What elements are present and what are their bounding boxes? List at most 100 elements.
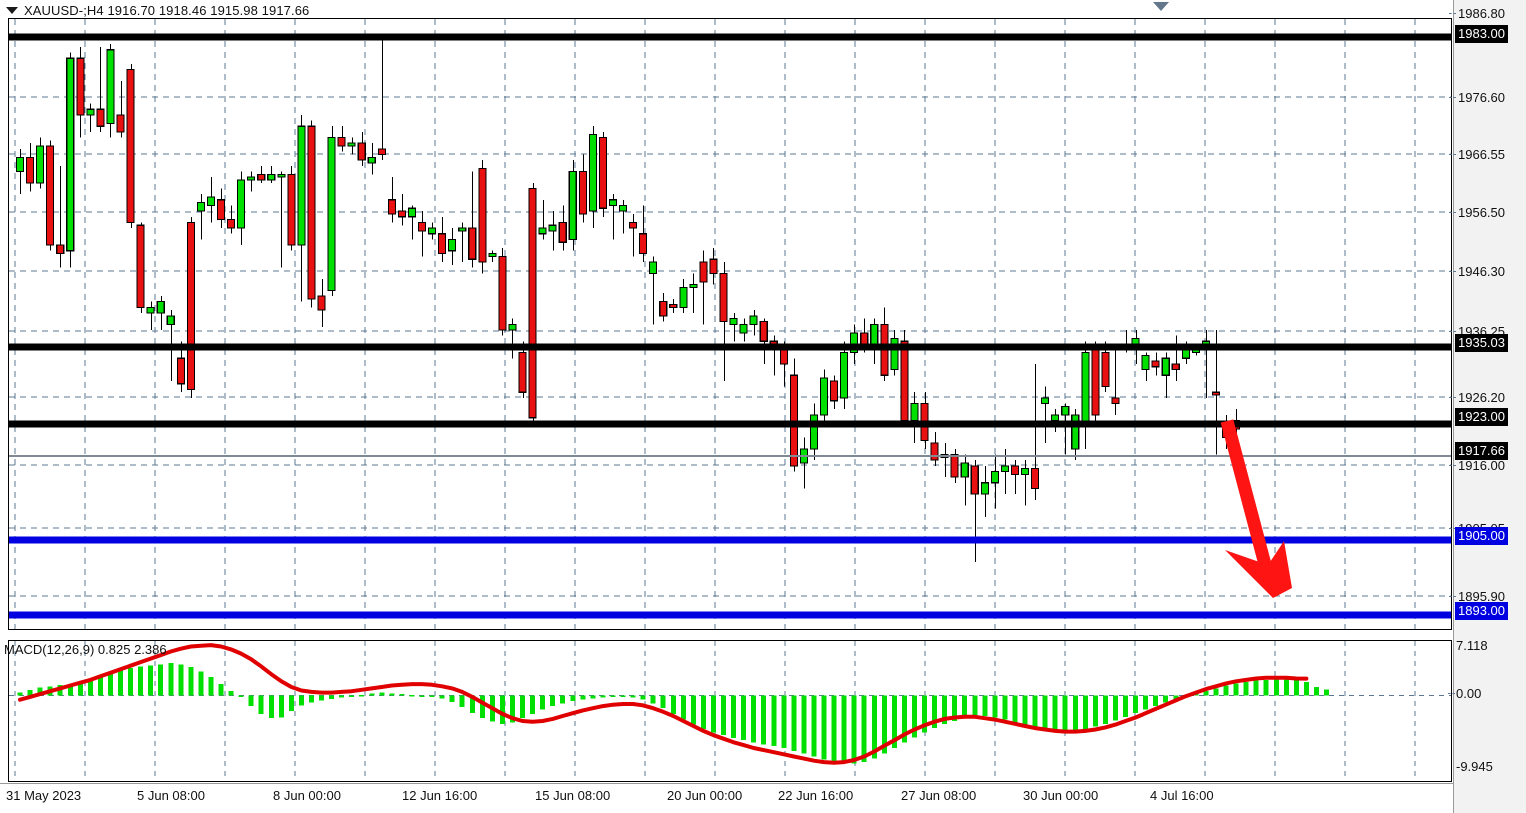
candlestick [1151, 360, 1160, 368]
candlestick [1211, 391, 1221, 396]
price-level-badge[interactable]: 1905.00 [1455, 527, 1508, 545]
macd-histogram-bar [831, 695, 837, 762]
candlestick [1051, 414, 1060, 422]
candlestick [206, 196, 216, 206]
candlestick [840, 352, 849, 399]
candlestick [327, 136, 336, 291]
price-axis-tick: 1956.50 [1449, 205, 1505, 220]
macd-histogram-bar [439, 695, 445, 699]
candlestick [890, 337, 899, 371]
candlestick [679, 286, 688, 308]
price-level-badge[interactable]: 1923.00 [1455, 408, 1508, 426]
macd-histogram-bar [248, 695, 254, 707]
macd-histogram-bar [188, 667, 194, 696]
bearish-arrow-annotation[interactable] [1220, 419, 1292, 598]
candlestick [196, 202, 205, 212]
candlestick [578, 170, 587, 215]
candlestick [267, 173, 276, 181]
candlestick [317, 295, 326, 311]
time-axis-tick: 27 Jun 08:00 [901, 788, 977, 803]
macd-histogram-bar [359, 694, 365, 697]
macd-histogram-bar [268, 695, 274, 719]
candlestick [56, 244, 65, 255]
macd-axis-tick: 7.118 [1456, 638, 1488, 653]
candlestick [689, 284, 698, 289]
candlestick [1000, 465, 1009, 473]
macd-histogram-bar [911, 695, 917, 738]
macd-histogram-bar [399, 694, 405, 696]
axis-tick-mark [1449, 97, 1456, 98]
macd-indicator-pane[interactable] [8, 640, 1452, 782]
macd-histogram-bar [409, 694, 415, 697]
candlestick [568, 170, 577, 240]
macd-histogram-bar [1012, 695, 1018, 723]
macd-histogram-bar [1233, 683, 1239, 696]
macd-histogram-bar [922, 695, 928, 733]
macd-histogram-bar [67, 685, 73, 696]
chart-position-marker-icon [1153, 2, 1169, 11]
axis-tick-mark [1449, 212, 1456, 213]
macd-histogram-bar [731, 695, 737, 739]
macd-histogram-bar [208, 677, 214, 696]
macd-histogram-bar [771, 695, 777, 746]
candlestick [488, 253, 497, 257]
macd-histogram-bar [801, 695, 807, 754]
candlestick [990, 470, 999, 484]
macd-histogram-bar [138, 666, 144, 696]
price-axis-tick: 1916.00 [1449, 458, 1505, 473]
macd-histogram-bar [77, 684, 83, 696]
price-level-badge[interactable]: 1893.00 [1455, 602, 1508, 620]
macd-histogram-bar [1223, 685, 1229, 696]
time-axis-tick: 20 Jun 00:00 [667, 788, 743, 803]
symbol-ohlc-label: XAUUSD-;H4 1916.70 1918.46 1915.98 1917.… [24, 2, 310, 18]
macd-histogram-bar [962, 695, 968, 719]
macd-histogram-bar [751, 695, 757, 743]
collapse-caret-icon[interactable] [6, 6, 18, 14]
macd-histogram-bar [610, 695, 616, 697]
candlestick [417, 221, 427, 232]
price-level-badge[interactable]: 1917.66 [1455, 442, 1508, 460]
macd-histogram-bar [1092, 695, 1098, 727]
macd-histogram-bar [218, 684, 224, 696]
candlestick [1091, 349, 1100, 416]
price-chart-pane[interactable] [8, 18, 1452, 630]
macd-histogram-bar [530, 695, 536, 714]
macd-histogram-bar [339, 695, 345, 698]
candlestick [307, 125, 316, 300]
macd-histogram-bar [1153, 695, 1159, 707]
time-axis-tick: 15 Jun 08:00 [535, 788, 611, 803]
candlestick [1081, 352, 1090, 427]
candlestick [156, 301, 165, 314]
macd-histogram-bar [1293, 679, 1299, 696]
macd-histogram-bar [871, 695, 877, 759]
macd-histogram-bar [319, 695, 325, 701]
macd-signal-line [18, 643, 1309, 765]
candlestick [850, 332, 859, 354]
candlestick [1010, 465, 1020, 475]
candlestick [518, 352, 527, 393]
pane-divider [0, 632, 1453, 639]
candlestick [407, 207, 417, 218]
price-level-badge[interactable]: 1983.00 [1455, 25, 1508, 43]
candlestick [86, 108, 95, 116]
price-level-badge[interactable]: 1935.03 [1455, 334, 1508, 352]
price-axis[interactable]: 1986.80 1976.60 1966.55 1956.50 1946.30 1936.… [1448, 0, 1526, 813]
candlestick [357, 142, 366, 161]
price-chart-canvas [9, 19, 1451, 629]
candlestick [639, 233, 648, 255]
macd-histogram-bar [560, 695, 566, 704]
macd-axis-tick: 0.00 [1448, 686, 1481, 701]
candlestick [237, 179, 246, 229]
macd-histogram-bar [469, 695, 475, 714]
candlestick [1061, 405, 1070, 416]
candlestick [66, 57, 75, 252]
time-axis[interactable]: 31 May 2023 5 Jun 08:00 8 Jun 00:00 12 Jun … [0, 783, 1453, 813]
macd-histogram-bar [308, 695, 314, 703]
candlestick [930, 442, 939, 461]
macd-histogram-bar [580, 695, 586, 700]
macd-histogram-bar [891, 695, 897, 748]
time-axis-tick: 12 Jun 16:00 [402, 788, 478, 803]
macd-histogram-bar [1072, 695, 1078, 731]
candlestick [830, 380, 839, 402]
candlestick [1161, 357, 1170, 376]
